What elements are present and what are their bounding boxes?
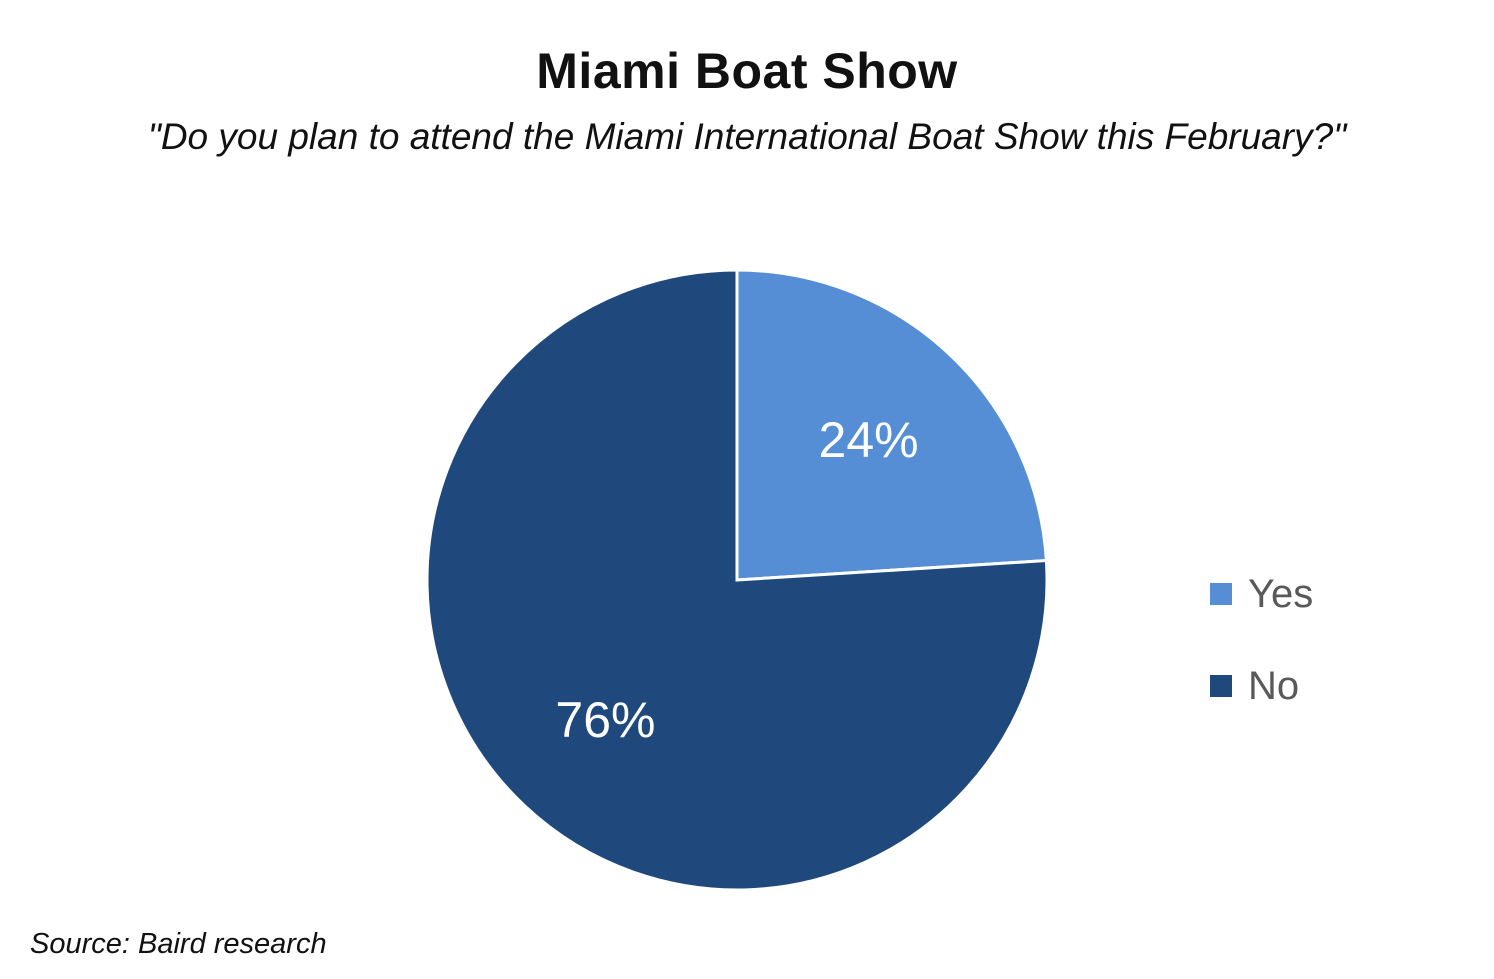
slice-label-no: 76%	[555, 692, 655, 748]
legend-item-no: No	[1210, 640, 1313, 732]
legend-item-yes: Yes	[1210, 548, 1313, 640]
chart-subtitle: "Do you plan to attend the Miami Interna…	[147, 116, 1347, 157]
legend-swatch-yes	[1210, 583, 1232, 605]
pie-slices	[425, 268, 1049, 892]
slice-label-yes: 24%	[819, 412, 919, 468]
legend-swatch-no	[1210, 675, 1232, 697]
chart-title: Miami Boat Show	[536, 43, 958, 99]
pie-slice-yes	[735, 268, 1048, 582]
legend: Yes No	[1210, 548, 1313, 732]
chart-source: Source: Baird research	[30, 928, 327, 960]
legend-label-yes: Yes	[1248, 571, 1314, 616]
legend-label-no: No	[1248, 663, 1300, 708]
pie-slice-labels: 24% 76%	[555, 412, 918, 748]
pie-slice-no	[425, 268, 1049, 892]
